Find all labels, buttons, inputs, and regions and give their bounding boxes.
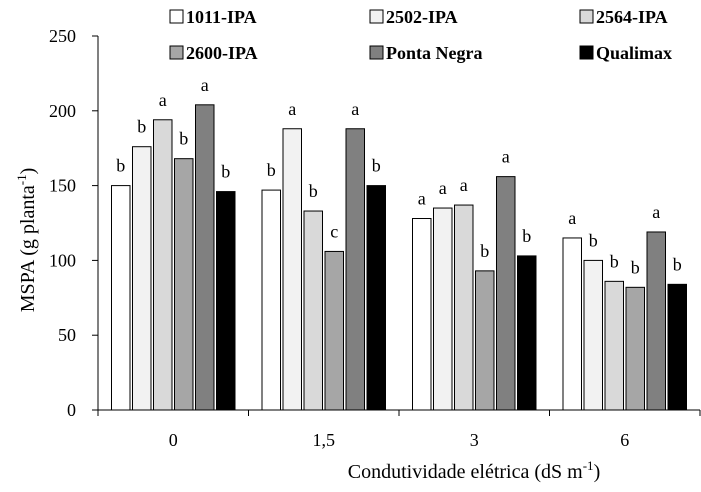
bar-2600-ipa-2 [475, 270, 495, 411]
significance-letter: b [309, 181, 318, 201]
bar-qualimax-3 [667, 283, 687, 411]
bar-2564-ipa-2 [454, 204, 474, 411]
legend-label: Ponta Negra [386, 43, 482, 63]
bar-1011-ipa-3 [562, 237, 582, 411]
legend-label: 2502-IPA [386, 7, 458, 27]
bars [111, 104, 687, 411]
y-axis-title: MSPA (g planta-1) [14, 168, 39, 313]
legend-label: 2600-IPA [186, 43, 258, 63]
significance-letter: b [179, 129, 188, 149]
x-tick-label: 3 [470, 430, 479, 450]
significance-letter: a [159, 90, 167, 110]
significance-letter: b [221, 162, 230, 182]
x-axis: 0 1,5 3 6 [97, 409, 701, 450]
significance-letter: b [480, 241, 489, 261]
bar-2564-ipa-3 [604, 280, 624, 411]
bar-2502-ipa-3 [583, 259, 603, 411]
bar-ponta-negra-0 [195, 104, 215, 411]
legend-swatch [369, 45, 384, 60]
bar-2564-ipa-1 [303, 210, 323, 411]
significance-letter: b [267, 160, 276, 180]
significance-letter: a [502, 147, 510, 167]
significance-letter: b [631, 257, 640, 277]
bar-ponta-negra-1 [345, 128, 365, 411]
significance-letter: b [137, 117, 146, 137]
significance-letter: a [201, 75, 209, 95]
legend-swatch [579, 45, 594, 60]
significance-letter: b [116, 156, 125, 176]
bar-qualimax-2 [517, 255, 537, 411]
bar-qualimax-1 [366, 185, 386, 411]
legend-label: Qualimax [596, 43, 672, 63]
bar-2564-ipa-0 [153, 119, 173, 411]
y-axis: 0 50 100 150 200 250 [49, 26, 99, 420]
legend-swatch [169, 9, 184, 24]
bar-ponta-negra-2 [496, 176, 516, 411]
legend-label: 2564-IPA [596, 7, 668, 27]
x-tick-label: 6 [620, 430, 629, 450]
significance-letter: c [330, 221, 338, 241]
significance-letter: b [673, 254, 682, 274]
significance-letter: b [522, 226, 531, 246]
significance-letter: b [589, 230, 598, 250]
legend-swatch [369, 9, 384, 24]
bar-ponta-negra-3 [646, 231, 666, 411]
y-tick-label: 0 [67, 400, 76, 420]
bar-qualimax-0 [216, 191, 236, 411]
significance-letter: a [351, 99, 359, 119]
bar-2502-ipa-1 [282, 128, 302, 411]
bar-1011-ipa-0 [111, 185, 131, 411]
significance-letter: b [372, 156, 381, 176]
y-tick-label: 200 [49, 101, 76, 121]
y-tick-label: 250 [49, 26, 76, 46]
bar-2600-ipa-3 [625, 286, 645, 411]
y-tick-label: 150 [49, 176, 76, 196]
legend: 1011-IPA 2502-IPA 2564-IPA 2600-IPA Ponta Ne… [169, 7, 672, 63]
bar-1011-ipa-1 [261, 189, 281, 411]
bar-2600-ipa-1 [324, 250, 344, 411]
x-tick-label: 1,5 [313, 430, 336, 450]
significance-letter: b [610, 251, 619, 271]
y-tick-label: 100 [49, 250, 76, 270]
significance-letter: a [439, 178, 447, 198]
legend-swatch [169, 45, 184, 60]
legend-label: 1011-IPA [186, 7, 257, 27]
significance-letter: a [568, 208, 576, 228]
bar-2502-ipa-2 [433, 207, 453, 411]
bar-2502-ipa-0 [132, 146, 152, 411]
significance-letter: a [652, 202, 660, 222]
significance-letter: a [288, 99, 296, 119]
significance-letter: a [418, 189, 426, 209]
significance-letter: a [460, 175, 468, 195]
bar-1011-ipa-2 [412, 218, 432, 411]
y-tick-label: 50 [58, 325, 76, 345]
legend-swatch [579, 9, 594, 24]
x-axis-title: Condutividade elétrica (dS m-1) [348, 458, 600, 483]
x-tick-label: 0 [169, 430, 178, 450]
bar-2600-ipa-0 [174, 158, 194, 411]
